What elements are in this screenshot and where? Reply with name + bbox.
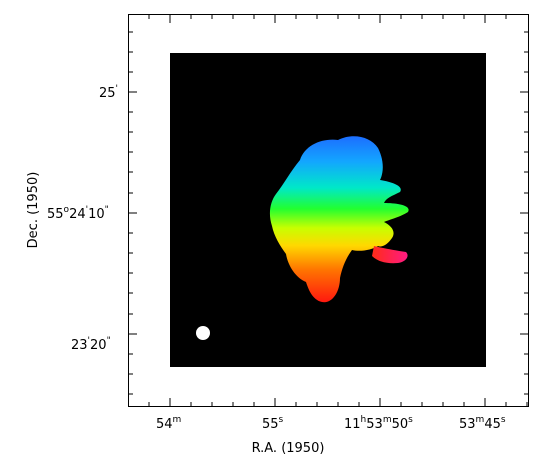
velocity-field: [269, 136, 409, 303]
x-axis-label: R.A. (1950): [252, 441, 325, 456]
y-tick-label-55-24-10: 55o24'10": [47, 205, 109, 222]
x-tick-label-55s: 55s: [262, 415, 284, 432]
x-tick-label-54m: 54m: [156, 415, 181, 432]
y-tick-label-23-20: 23'20": [71, 336, 111, 353]
y-tick-label-25: 25': [99, 84, 118, 101]
beam-marker: [196, 326, 210, 340]
axis-ticks: [129, 15, 528, 406]
velocity-blob: [269, 136, 409, 303]
velocity-tail: [372, 246, 408, 264]
x-tick-label-53m45s: 53m45s: [459, 415, 506, 432]
y-axis-label: Dec. (1950): [26, 172, 41, 249]
x-tick-label-11h53m50s: 11h53m50s: [344, 415, 413, 432]
